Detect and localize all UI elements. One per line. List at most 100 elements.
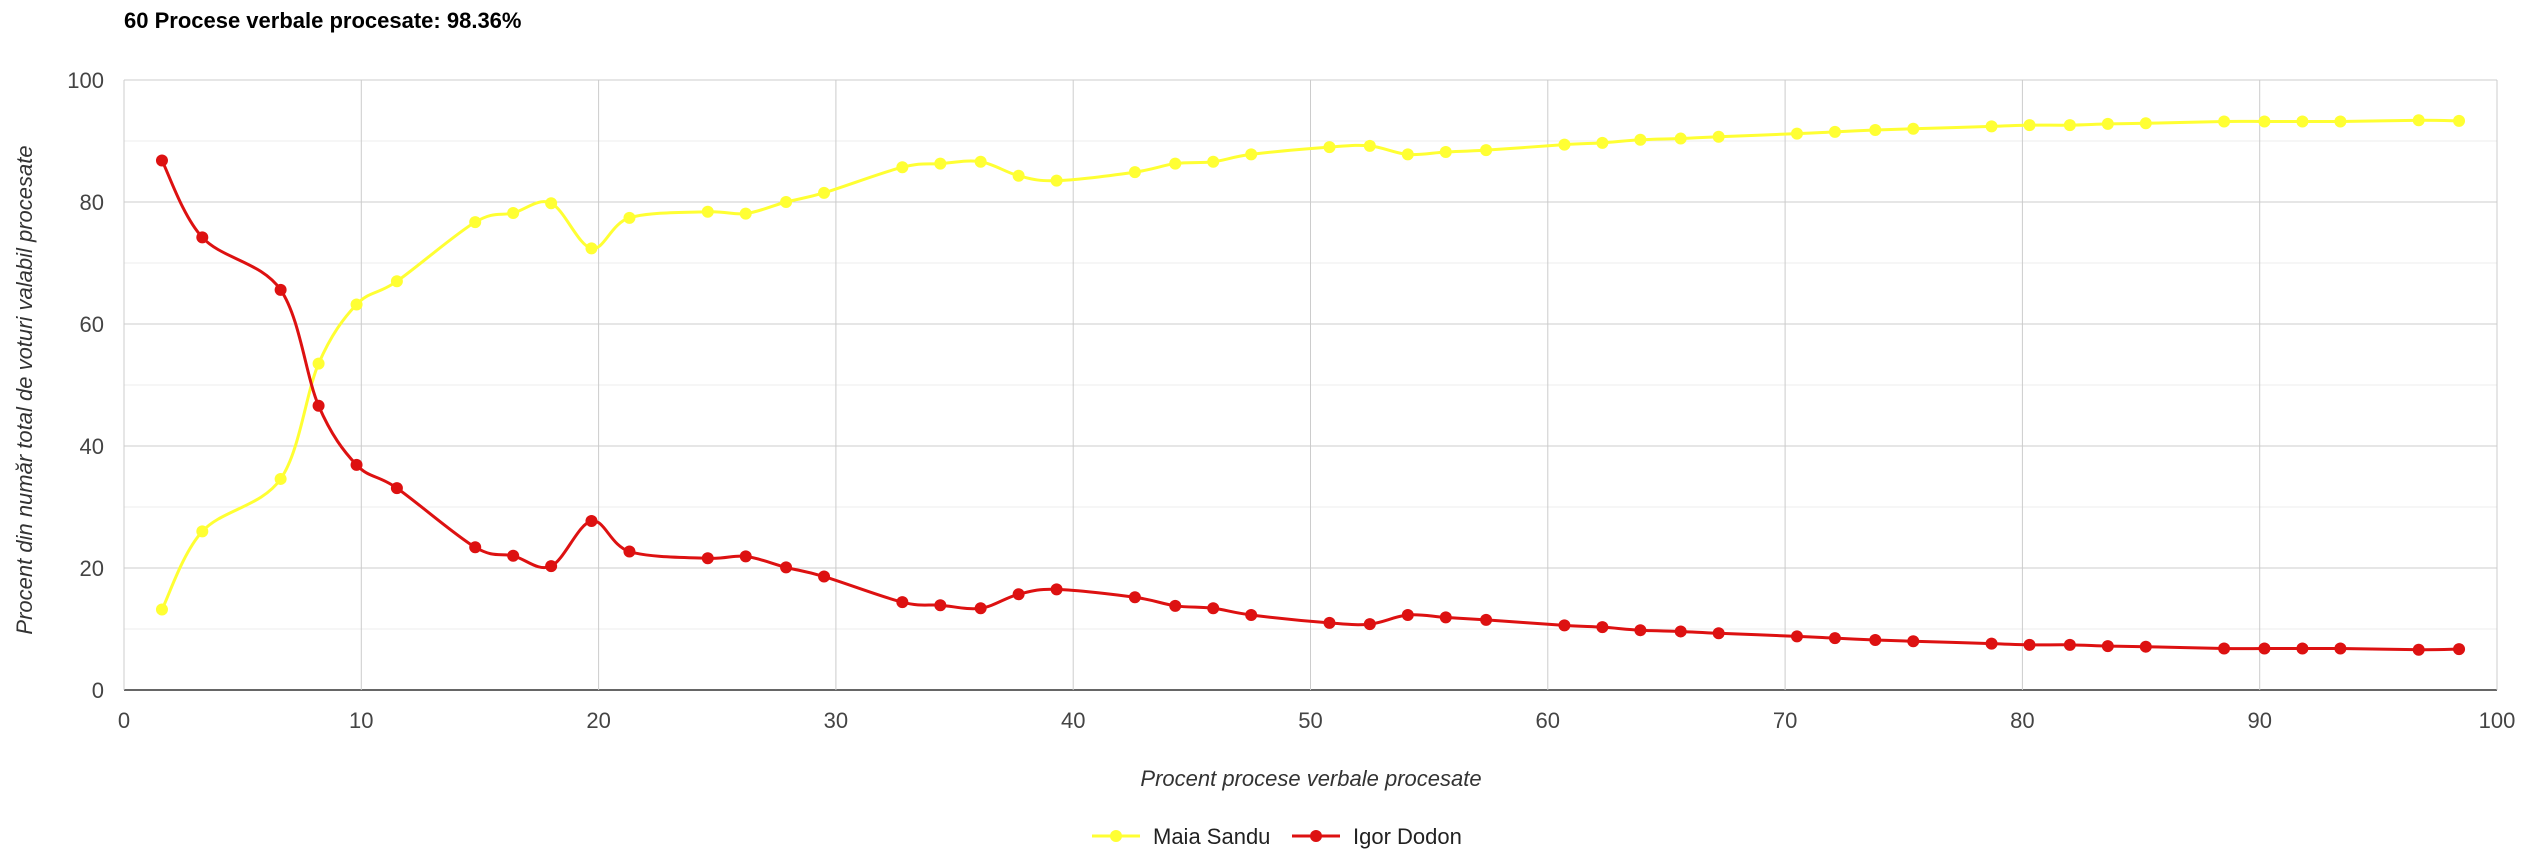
data-point[interactable] <box>1907 122 1920 135</box>
data-point[interactable] <box>2101 117 2114 130</box>
data-point[interactable] <box>2334 642 2347 655</box>
data-point[interactable] <box>196 525 209 538</box>
data-point[interactable] <box>1128 166 1141 179</box>
data-point[interactable] <box>1207 155 1220 168</box>
data-point[interactable] <box>1828 632 1841 645</box>
data-point[interactable] <box>1323 616 1336 629</box>
legend-item[interactable]: Maia Sandu <box>1092 824 1270 849</box>
data-point[interactable] <box>585 242 598 255</box>
data-point[interactable] <box>1245 608 1258 621</box>
data-point[interactable] <box>545 560 558 573</box>
data-point[interactable] <box>2101 640 2114 653</box>
data-point[interactable] <box>2334 115 2347 128</box>
data-point[interactable] <box>1790 630 1803 643</box>
data-point[interactable] <box>1674 132 1687 145</box>
data-point[interactable] <box>739 207 752 220</box>
data-point[interactable] <box>1985 120 1998 133</box>
data-point[interactable] <box>1907 635 1920 648</box>
data-point[interactable] <box>739 550 752 563</box>
data-point[interactable] <box>701 552 714 565</box>
data-point[interactable] <box>1828 125 1841 138</box>
data-point[interactable] <box>1712 627 1725 640</box>
data-point[interactable] <box>2023 638 2036 651</box>
data-point[interactable] <box>274 472 287 485</box>
data-point[interactable] <box>350 298 363 311</box>
data-point[interactable] <box>1050 583 1063 596</box>
data-point[interactable] <box>2023 119 2036 132</box>
data-point[interactable] <box>390 482 403 495</box>
data-point[interactable] <box>1674 625 1687 638</box>
data-point[interactable] <box>780 561 793 574</box>
data-point[interactable] <box>1558 138 1571 151</box>
data-point[interactable] <box>1363 618 1376 631</box>
data-point[interactable] <box>896 161 909 174</box>
data-point[interactable] <box>155 154 168 167</box>
data-point[interactable] <box>1634 624 1647 637</box>
data-point[interactable] <box>1869 124 1882 137</box>
data-point[interactable] <box>196 231 209 244</box>
legend-item[interactable]: Igor Dodon <box>1292 824 1462 849</box>
data-point[interactable] <box>1790 127 1803 140</box>
data-point[interactable] <box>1012 588 1025 601</box>
data-point[interactable] <box>1169 599 1182 612</box>
data-point[interactable] <box>2296 642 2309 655</box>
data-point[interactable] <box>974 155 987 168</box>
data-point[interactable] <box>155 603 168 616</box>
data-point[interactable] <box>1128 591 1141 604</box>
data-point[interactable] <box>1363 139 1376 152</box>
data-point[interactable] <box>2296 115 2309 128</box>
data-point[interactable] <box>1480 613 1493 626</box>
data-point[interactable] <box>1869 633 1882 646</box>
data-point[interactable] <box>274 283 287 296</box>
data-point[interactable] <box>1401 608 1414 621</box>
data-point[interactable] <box>1596 621 1609 634</box>
data-point[interactable] <box>701 205 714 218</box>
data-point[interactable] <box>2258 115 2271 128</box>
data-point[interactable] <box>2218 115 2231 128</box>
data-point[interactable] <box>780 196 793 208</box>
data-point[interactable] <box>1169 157 1182 170</box>
data-point[interactable] <box>350 458 363 471</box>
data-point[interactable] <box>2412 114 2425 127</box>
data-point[interactable] <box>2218 642 2231 655</box>
data-point[interactable] <box>623 211 636 224</box>
data-point[interactable] <box>1439 611 1452 624</box>
data-point[interactable] <box>1558 619 1571 632</box>
data-point[interactable] <box>1012 169 1025 182</box>
data-point[interactable] <box>585 515 598 528</box>
data-point[interactable] <box>545 197 558 210</box>
data-point[interactable] <box>934 157 947 170</box>
data-point[interactable] <box>1439 145 1452 158</box>
data-point[interactable] <box>2453 643 2466 656</box>
data-point[interactable] <box>1207 602 1220 615</box>
data-point[interactable] <box>974 602 987 615</box>
data-point[interactable] <box>623 545 636 558</box>
data-point[interactable] <box>469 216 482 229</box>
data-point[interactable] <box>1634 133 1647 146</box>
data-point[interactable] <box>2139 117 2152 130</box>
data-point[interactable] <box>469 541 482 554</box>
data-point[interactable] <box>1401 148 1414 161</box>
data-point[interactable] <box>2258 642 2271 655</box>
data-point[interactable] <box>1050 174 1063 187</box>
data-point[interactable] <box>818 570 831 583</box>
data-point[interactable] <box>312 399 325 412</box>
data-point[interactable] <box>896 596 909 609</box>
data-point[interactable] <box>1480 144 1493 157</box>
data-point[interactable] <box>2453 114 2466 127</box>
data-point[interactable] <box>1323 141 1336 154</box>
data-point[interactable] <box>818 186 831 199</box>
data-point[interactable] <box>507 549 520 562</box>
data-point[interactable] <box>2412 643 2425 656</box>
data-point[interactable] <box>1245 148 1258 161</box>
data-point[interactable] <box>2063 119 2076 132</box>
data-point[interactable] <box>2063 638 2076 651</box>
data-point[interactable] <box>390 275 403 288</box>
data-point[interactable] <box>2139 640 2152 653</box>
data-point[interactable] <box>934 599 947 612</box>
data-point[interactable] <box>507 206 520 219</box>
data-point[interactable] <box>1712 130 1725 143</box>
data-point[interactable] <box>312 357 325 370</box>
data-point[interactable] <box>1596 136 1609 149</box>
data-point[interactable] <box>1985 637 1998 650</box>
